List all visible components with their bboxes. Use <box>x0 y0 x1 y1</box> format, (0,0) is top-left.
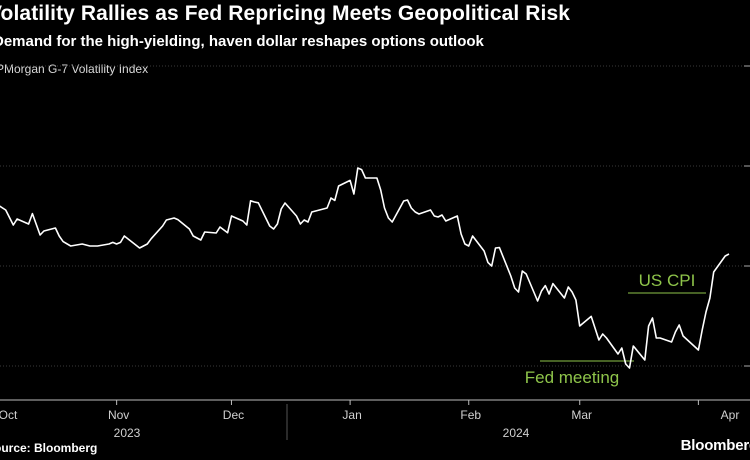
annotation-us-cpi: US CPI <box>639 271 696 290</box>
x-tick-label: Apr <box>721 408 740 422</box>
year-label-2023: 2023 <box>114 426 141 440</box>
x-tick-label: Jan <box>342 408 361 422</box>
x-tick-label: Mar <box>571 408 592 422</box>
chart-subtitle: Demand for the high-yielding, haven doll… <box>0 33 484 50</box>
x-tick-label: Oct <box>0 408 18 422</box>
x-tick-label: Dec <box>223 408 244 422</box>
series-line-0 <box>0 167 730 369</box>
source-note: Source: Bloomberg <box>0 441 98 455</box>
x-tick-label: Nov <box>108 408 129 422</box>
x-axis: Oct Nov Dec Jan Feb Mar Apr 2023 2024 <box>0 399 750 440</box>
annotation-fed-meeting: Fed meeting <box>525 368 620 387</box>
x-tick-label: Feb <box>460 408 481 422</box>
chart-title: Volatility Rallies as Fed Repricing Meet… <box>0 2 571 25</box>
annotations: US CPI Fed meeting <box>525 271 706 387</box>
year-label-2024: 2024 <box>503 426 530 440</box>
bloomberg-logo: Bloomberg <box>680 437 750 454</box>
gridlines <box>0 65 750 367</box>
series-lines <box>0 167 730 369</box>
